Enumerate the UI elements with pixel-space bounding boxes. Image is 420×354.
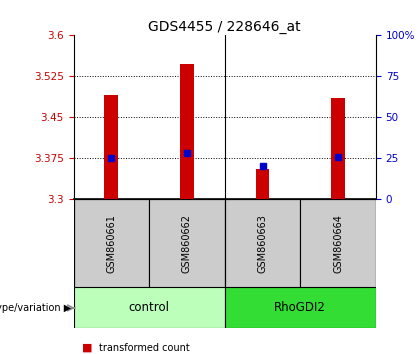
Bar [331,98,345,199]
Text: GSM860663: GSM860663 [257,214,268,273]
Text: GSM860662: GSM860662 [182,214,192,273]
Text: RhoGDI2: RhoGDI2 [274,301,326,314]
Bar [74,199,149,287]
Text: genotype/variation ▶: genotype/variation ▶ [0,303,71,313]
Bar [105,96,118,199]
Text: GSM860661: GSM860661 [106,214,116,273]
Text: control: control [129,301,170,314]
Bar [149,199,225,287]
Title: GDS4455 / 228646_at: GDS4455 / 228646_at [148,21,301,34]
Bar [300,199,376,287]
Bar [180,64,194,199]
Bar [256,169,269,199]
Bar [225,287,376,329]
Text: GSM860664: GSM860664 [333,214,343,273]
Bar [74,287,225,329]
Bar [225,199,300,287]
Text: transformed count: transformed count [99,343,189,353]
Text: ■: ■ [82,343,92,353]
